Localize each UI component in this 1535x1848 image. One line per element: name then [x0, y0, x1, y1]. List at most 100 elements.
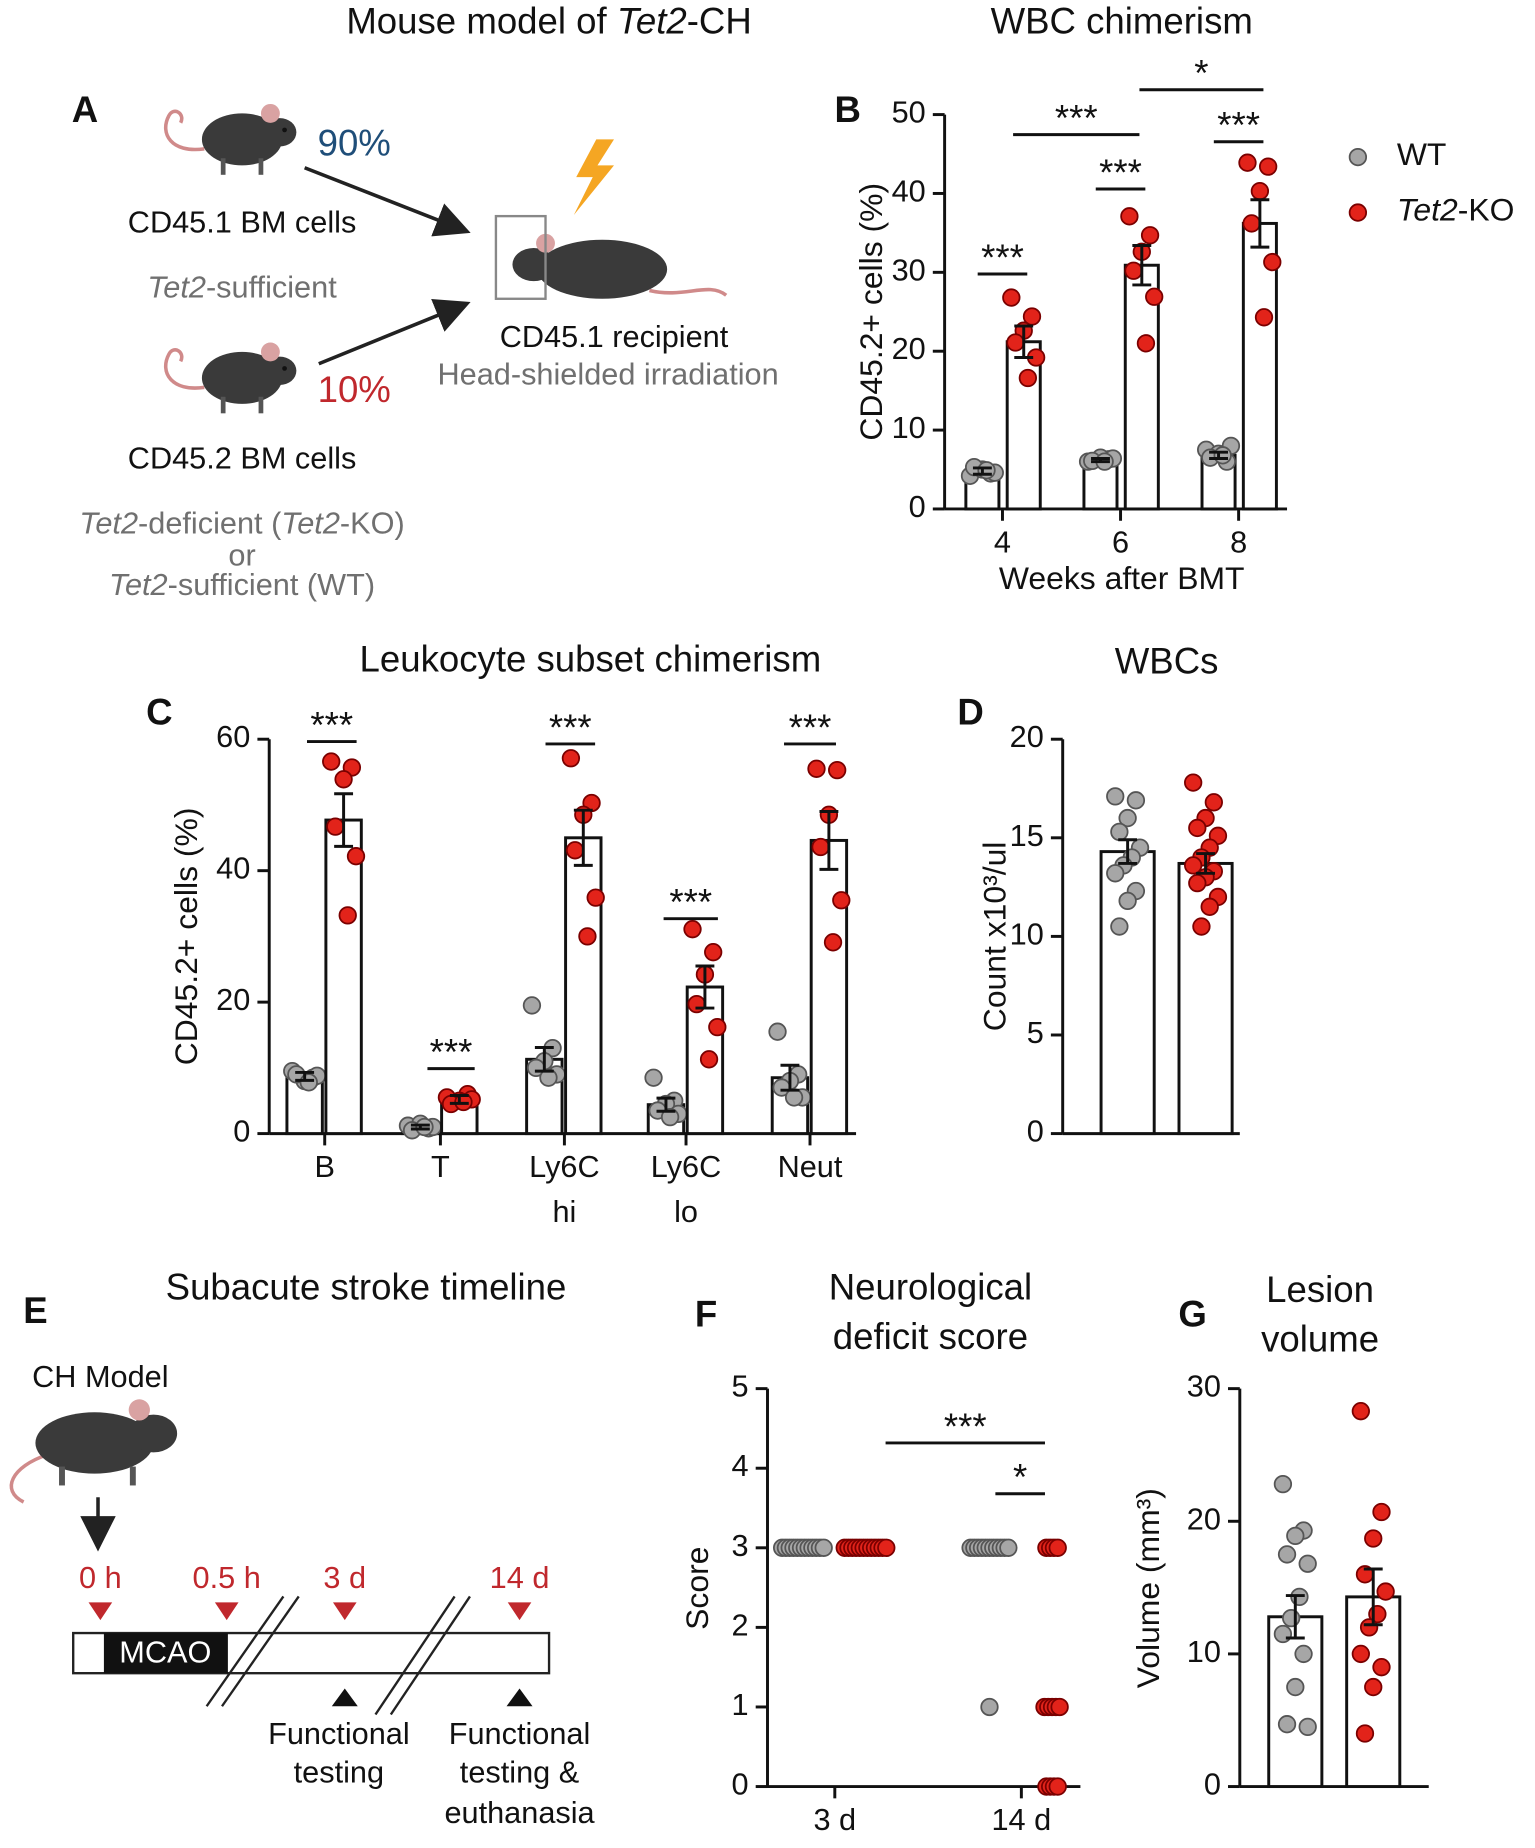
- data-point: [1002, 288, 1021, 307]
- label: euthanasia: [444, 1795, 595, 1830]
- data-point: [1286, 1526, 1305, 1546]
- timepoint-label: 0.5 h: [193, 1560, 261, 1595]
- y-axis-label: CD45.2+ cells (%): [853, 183, 889, 441]
- data-point: [578, 927, 597, 946]
- percent: 90%: [318, 122, 391, 163]
- chart-title: volume: [1261, 1318, 1379, 1359]
- y-tick-label: 10: [1187, 1634, 1221, 1669]
- data-point: [1106, 787, 1125, 806]
- data-point: [704, 943, 723, 962]
- legend-label: Tet2-KO: [1397, 192, 1515, 228]
- data-point: [1184, 773, 1203, 792]
- y-tick-label: 50: [892, 95, 926, 130]
- error-bar: [656, 1096, 676, 1113]
- legend-swatch: [1348, 147, 1368, 167]
- error-bar: [1118, 838, 1138, 865]
- chart-panel: Lesion volume G Volume (mm³) 0 10 20 30: [1131, 1268, 1429, 1802]
- label: CH Model: [32, 1359, 168, 1394]
- data-point: [708, 1017, 727, 1037]
- panel-letter: C: [146, 691, 172, 732]
- x-tick-label: 6: [1112, 524, 1129, 559]
- data-point: [1018, 368, 1038, 388]
- mouse-icon: [494, 214, 728, 300]
- x-tick-label: 3 d: [813, 1802, 856, 1837]
- timepoint-marker: [88, 1602, 113, 1621]
- timepoint-marker: [507, 1602, 532, 1621]
- error-bar: [449, 1093, 469, 1105]
- percent: 10%: [318, 369, 391, 410]
- error-bar: [1285, 1594, 1305, 1640]
- data-point: [977, 461, 996, 480]
- bar: [809, 838, 849, 1136]
- data-point: [522, 996, 542, 1015]
- mouse-icon: [163, 103, 297, 175]
- chart-title: WBC chimerism: [991, 0, 1253, 41]
- data-point: [1050, 1697, 1069, 1717]
- error-bar: [695, 964, 715, 1010]
- chart-title: Neurological: [829, 1266, 1032, 1307]
- y-tick-label: 2: [732, 1607, 749, 1642]
- error-bar: [334, 792, 354, 848]
- data-point: [1184, 856, 1203, 875]
- chart-title: deficit score: [833, 1316, 1028, 1357]
- y-tick-label: 30: [892, 252, 926, 287]
- label: CD45.1 recipient: [500, 319, 729, 354]
- y-tick-label: 10: [892, 410, 926, 445]
- data-point: [1376, 1582, 1395, 1601]
- bar: [324, 818, 363, 1136]
- data-point: [644, 1068, 663, 1087]
- panel-letter: E: [23, 1290, 47, 1331]
- error-bar: [1196, 852, 1216, 875]
- error-bar: [1250, 198, 1270, 249]
- y-tick-label: 0: [732, 1767, 749, 1802]
- data-point: [768, 1022, 787, 1041]
- chart-panel: Neurological deficit score F Score 0 1 2 3 4 5 3 d…: [680, 1266, 1081, 1837]
- x-tick-label: Neut: [778, 1149, 843, 1184]
- note: Tet2-sufficient (WT): [109, 567, 375, 602]
- label: MCAO: [119, 1634, 211, 1669]
- data-point: [1238, 153, 1257, 172]
- data-point: [326, 817, 345, 836]
- y-tick-label: 15: [1010, 818, 1044, 853]
- note: Tet2-sufficient: [147, 269, 337, 304]
- x-tick-label: Ly6C: [651, 1149, 722, 1184]
- significance-label: *: [1194, 52, 1208, 93]
- error-bar: [1363, 1567, 1383, 1627]
- timepoint-label: 0 h: [79, 1560, 122, 1595]
- note: Tet2-deficient (Tet2-KO): [79, 506, 404, 541]
- y-axis-label: Count x10³/ul: [977, 842, 1013, 1032]
- data-point: [561, 749, 581, 768]
- data-point: [415, 1117, 434, 1137]
- timepoint-label: 14 d: [490, 1560, 550, 1595]
- error-bar: [1014, 324, 1034, 359]
- data-point: [586, 888, 605, 907]
- y-axis-label: Score: [680, 1547, 716, 1630]
- event-marker: [506, 1688, 533, 1707]
- data-point: [683, 920, 702, 939]
- data-point: [565, 841, 585, 860]
- data-point: [814, 1538, 833, 1557]
- data-point: [1277, 1715, 1297, 1734]
- bar: [1267, 1615, 1324, 1789]
- data-point: [1351, 1644, 1370, 1664]
- panel-title: Mouse model of Tet2-CH: [346, 0, 751, 41]
- error-bar: [1091, 457, 1110, 464]
- data-point: [1110, 917, 1129, 936]
- data-point: [877, 1538, 896, 1557]
- data-point: [1364, 1529, 1383, 1548]
- chart-title: Lesion: [1266, 1268, 1374, 1309]
- data-point: [1372, 1502, 1391, 1522]
- data-point: [1242, 214, 1261, 233]
- data-point: [539, 1068, 558, 1087]
- y-tick-label: 20: [1187, 1501, 1221, 1536]
- data-point: [660, 1108, 680, 1127]
- data-point: [823, 933, 843, 952]
- event-marker: [331, 1688, 358, 1707]
- legend-label: WT: [1397, 137, 1447, 173]
- data-point: [1254, 308, 1274, 327]
- timepoints: 0 h 0.5 h 3 d 14 d: [79, 1560, 550, 1621]
- error-bar: [819, 810, 839, 871]
- y-tick-label: 40: [216, 851, 250, 886]
- x-tick-label: T: [431, 1149, 450, 1184]
- bar: [564, 836, 603, 1136]
